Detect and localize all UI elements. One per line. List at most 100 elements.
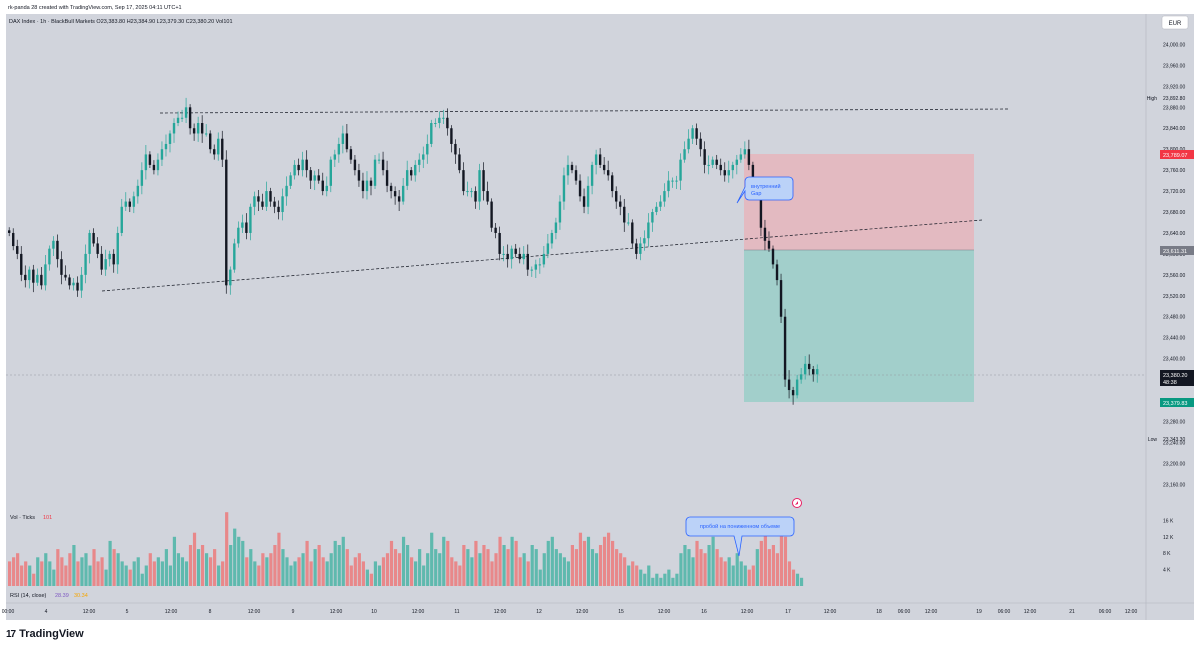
volume-bar [225, 512, 229, 586]
alert-icon-glyph [795, 501, 798, 505]
volume-bar [269, 553, 273, 586]
volume-bar [739, 561, 743, 586]
candle-body [466, 191, 469, 193]
candle-body [333, 154, 337, 160]
candle-body [594, 154, 598, 165]
volume-bar [333, 540, 337, 586]
gap-callout[interactable] [736, 176, 794, 204]
time-tick-label: 15 [618, 609, 624, 615]
resistance-trendline[interactable] [159, 108, 1011, 114]
stop-loss-zone[interactable] [744, 154, 974, 250]
volume-bar [92, 549, 96, 586]
candle-body [213, 149, 216, 155]
support-trendline[interactable] [101, 219, 983, 292]
candle-body [418, 159, 421, 165]
candle-body [325, 185, 328, 192]
candle-body [651, 212, 654, 223]
volume-bar [550, 536, 554, 586]
volume-bar [462, 545, 466, 586]
volume-bar [410, 557, 414, 586]
candle-body [767, 240, 771, 249]
candle-body [490, 201, 493, 228]
candle-body [104, 259, 107, 270]
time-tick-label: 06:00 [998, 609, 1011, 615]
volume-bar [116, 553, 120, 586]
candle-body [144, 154, 148, 171]
time-tick-label: 9 [292, 609, 295, 615]
candle-body [522, 253, 525, 260]
time-tick-label: 12:00 [330, 609, 343, 615]
volume-callout[interactable] [685, 516, 795, 557]
target-price-value: 23,379.83 [1163, 401, 1187, 407]
volume-bar [337, 545, 341, 586]
volume-bar [522, 553, 526, 586]
candle-body [188, 107, 192, 129]
candle-body [502, 253, 505, 255]
time-tick-label: 00:00 [2, 609, 15, 615]
volume-bar [357, 553, 361, 586]
candle-body [120, 206, 123, 233]
time-tick-label: 16 [701, 609, 707, 615]
volume-bar [36, 557, 40, 586]
volume-bar [8, 561, 12, 586]
tradingview-footer[interactable]: 17 TradingView [6, 628, 84, 640]
volume-bar [128, 569, 132, 586]
volume-bar [679, 553, 683, 586]
candle-body [683, 149, 686, 160]
time-tick-label: 06:00 [1099, 609, 1112, 615]
candle-body [329, 159, 332, 186]
candle-body [458, 154, 461, 171]
candle-body [385, 170, 389, 186]
volume-bar [510, 536, 514, 586]
volume-bar [196, 549, 201, 586]
price-tick-label: 23,160.00 [1163, 482, 1185, 488]
volume-bar [273, 545, 277, 586]
candle-body [253, 196, 256, 207]
candle-body [381, 159, 385, 171]
candle-body [606, 170, 610, 176]
candle-body [108, 253, 111, 260]
take-profit-zone[interactable] [744, 250, 974, 402]
candle-body [763, 227, 767, 241]
volume-bar [132, 561, 136, 586]
candle-body [578, 180, 582, 197]
volume-bar [619, 553, 623, 586]
stop-price-tag [1160, 150, 1194, 159]
volume-bar [594, 553, 599, 586]
time-tick-label: 12:00 [741, 609, 754, 615]
volume-bar [401, 536, 406, 586]
volume-bar [20, 565, 24, 586]
volume-bar [265, 557, 269, 586]
volume-bar [317, 545, 321, 586]
volume-bar [305, 540, 309, 586]
volume-bar [192, 532, 197, 586]
candle-body [40, 274, 43, 286]
candle-body [434, 123, 437, 125]
candle-body [172, 123, 176, 134]
volume-bar [526, 561, 530, 586]
currency-label: EUR [1169, 21, 1182, 27]
candle-body [450, 128, 453, 144]
tradingview-logo-icon: 17 [6, 628, 16, 640]
candle-body [257, 196, 260, 202]
volume-bar [490, 561, 494, 586]
plot-area[interactable] [6, 14, 1194, 620]
candle-body [723, 170, 726, 176]
volume-bar [418, 549, 422, 586]
candle-body [526, 253, 529, 270]
volume-bar [104, 569, 108, 586]
volume-bar [518, 557, 522, 586]
candle-body [48, 248, 51, 265]
candle-body [679, 159, 682, 181]
candle-body [293, 164, 296, 176]
volume-bar [325, 561, 329, 586]
candle-body [586, 185, 590, 207]
candle-body [470, 191, 473, 193]
candle-body [410, 170, 413, 176]
candle-body [442, 117, 445, 119]
volume-bar [120, 561, 124, 586]
candle-body [743, 149, 747, 155]
time-tick-label: 17 [785, 609, 791, 615]
currency-button[interactable] [1161, 15, 1189, 30]
